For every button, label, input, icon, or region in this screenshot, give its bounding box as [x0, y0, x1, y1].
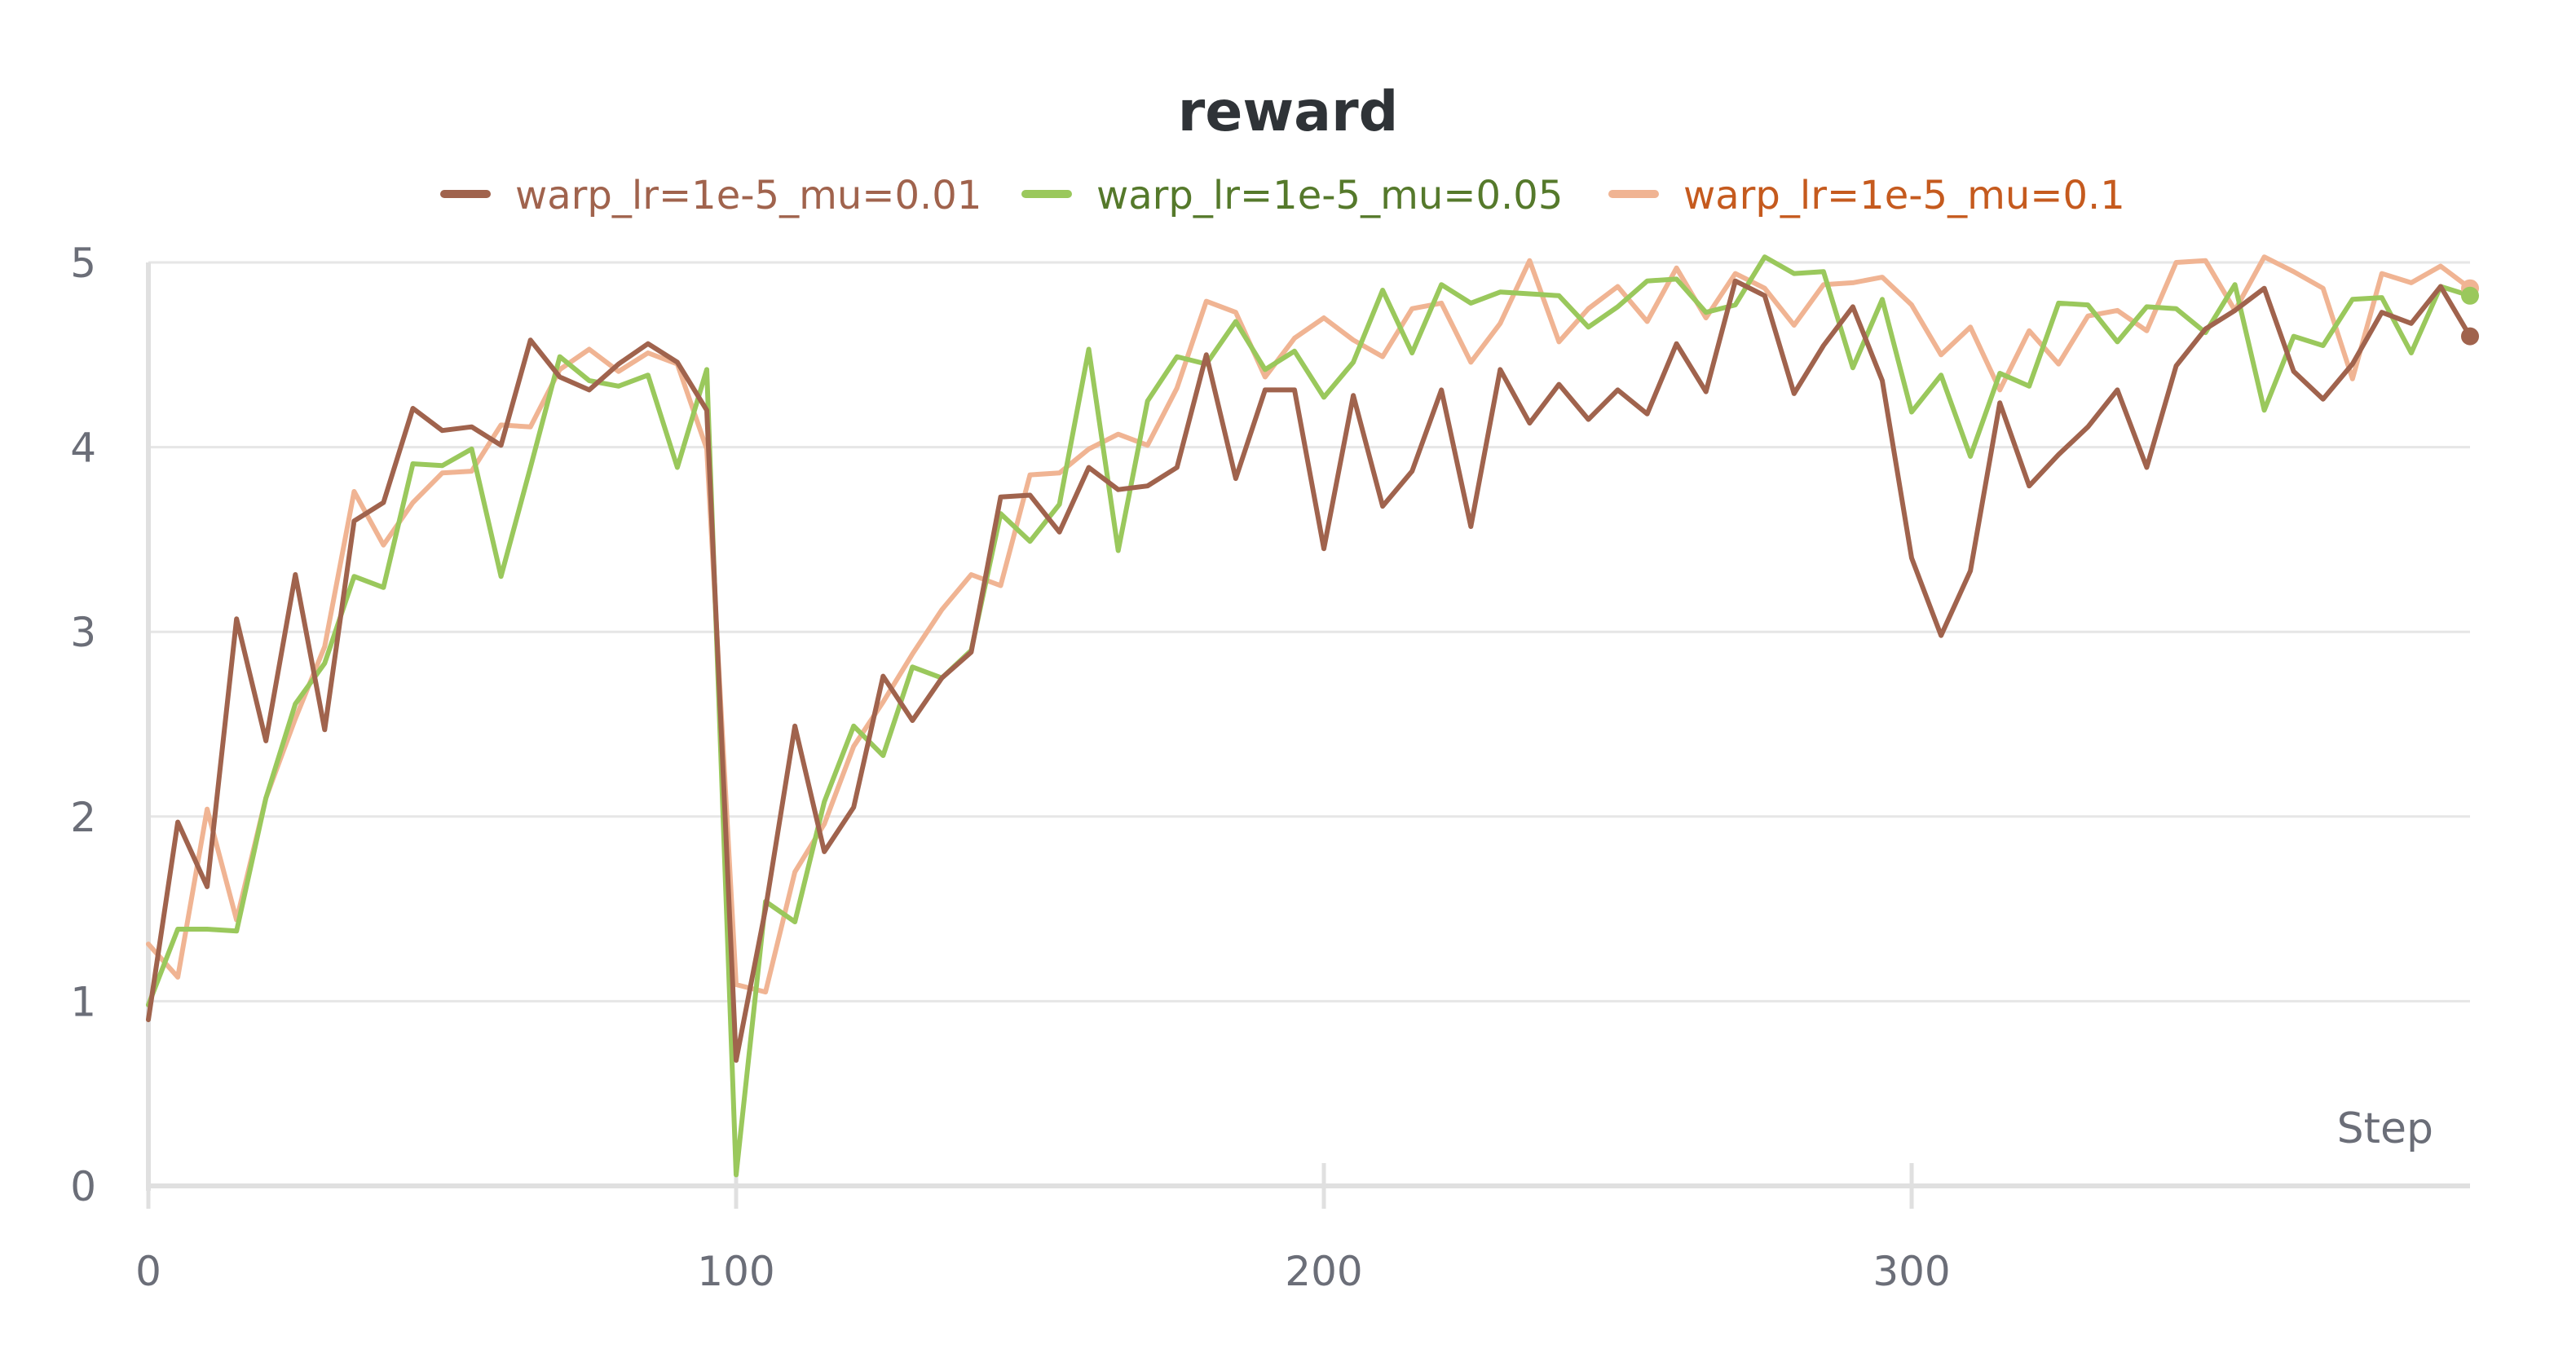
- series-line-2[interactable]: [146, 254, 2472, 1178]
- x-tick-label: 300: [1872, 1248, 1950, 1295]
- y-tick-label: 1: [70, 978, 96, 1025]
- tick-labels: 0 1 2 3 4 5 0 100 200 300: [70, 240, 1951, 1295]
- y-tick-label: 2: [70, 794, 96, 841]
- x-tick-label: 100: [697, 1248, 774, 1295]
- x-tick-label: 200: [1285, 1248, 1362, 1295]
- legend[interactable]: warp_lr=1e-5_mu=0.01 warp_lr=1e-5_mu=0.05…: [440, 173, 2125, 218]
- legend-item-3[interactable]: warp_lr=1e-5_mu=0.1: [1608, 173, 2125, 218]
- legend-label: warp_lr=1e-5_mu=0.1: [1683, 173, 2125, 218]
- series-lines: [146, 254, 2479, 1178]
- series-endpoint-1: [2461, 327, 2479, 346]
- y-tick-label: 5: [70, 240, 96, 287]
- legend-label: warp_lr=1e-5_mu=0.05: [1096, 173, 1563, 218]
- y-tick-label: 4: [70, 425, 96, 472]
- legend-item-2[interactable]: warp_lr=1e-5_mu=0.05: [1021, 173, 1563, 218]
- series-line-1[interactable]: [146, 278, 2472, 1063]
- axes: [146, 262, 2470, 1209]
- x-axis-label: Step: [2337, 1104, 2433, 1153]
- legend-item-1[interactable]: warp_lr=1e-5_mu=0.01: [440, 173, 981, 218]
- chart-title: reward: [1178, 80, 1399, 144]
- series-endpoint-2: [2461, 286, 2479, 305]
- y-tick-label: 0: [70, 1163, 96, 1210]
- x-tick-label: 0: [135, 1248, 161, 1295]
- y-tick-label: 3: [70, 609, 96, 656]
- series-line-3[interactable]: [146, 254, 2472, 995]
- legend-label: warp_lr=1e-5_mu=0.01: [515, 173, 981, 218]
